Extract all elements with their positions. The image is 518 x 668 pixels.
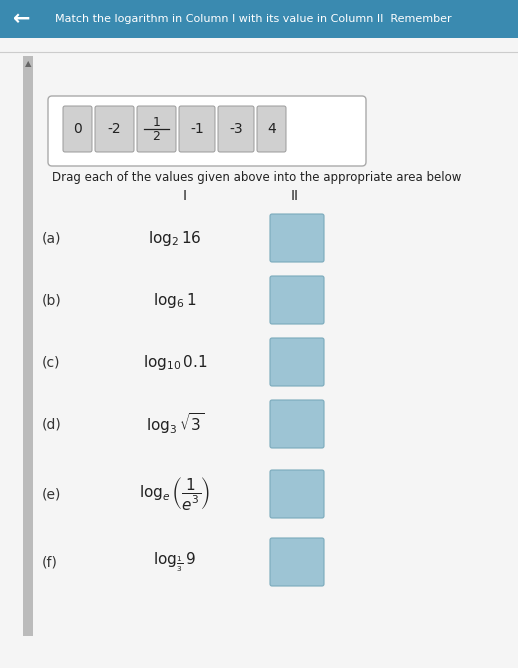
Text: 2: 2 xyxy=(153,130,161,144)
FancyBboxPatch shape xyxy=(48,96,366,166)
Bar xyxy=(23,56,33,636)
Text: II: II xyxy=(291,189,299,203)
Text: (a): (a) xyxy=(42,231,62,245)
Text: (d): (d) xyxy=(42,417,62,431)
Text: -1: -1 xyxy=(190,122,204,136)
Text: -3: -3 xyxy=(229,122,243,136)
Text: 1: 1 xyxy=(153,116,161,128)
Text: $\log_{3}\sqrt{3}$: $\log_{3}\sqrt{3}$ xyxy=(146,411,204,436)
Text: (f): (f) xyxy=(42,555,58,569)
Text: -2: -2 xyxy=(108,122,121,136)
Text: Drag each of the values given above into the appropriate area below: Drag each of the values given above into… xyxy=(52,172,462,184)
Bar xyxy=(0,0,518,38)
FancyBboxPatch shape xyxy=(270,338,324,386)
Text: $\log_{10}0.1$: $\log_{10}0.1$ xyxy=(142,353,207,371)
Text: 4: 4 xyxy=(267,122,276,136)
Text: (c): (c) xyxy=(42,355,61,369)
FancyBboxPatch shape xyxy=(137,106,176,152)
Text: Match the logarithm in Column I with its value in Column II  Remember: Match the logarithm in Column I with its… xyxy=(55,14,452,24)
Text: $\log_{6}1$: $\log_{6}1$ xyxy=(153,291,197,309)
Text: $\log_{\frac{1}{3}}9$: $\log_{\frac{1}{3}}9$ xyxy=(153,550,196,574)
Text: ←: ← xyxy=(13,9,31,29)
Text: ▲: ▲ xyxy=(25,59,31,69)
FancyBboxPatch shape xyxy=(270,538,324,586)
FancyBboxPatch shape xyxy=(270,276,324,324)
FancyBboxPatch shape xyxy=(270,470,324,518)
FancyBboxPatch shape xyxy=(63,106,92,152)
Text: (b): (b) xyxy=(42,293,62,307)
Text: $\log_{2}16$: $\log_{2}16$ xyxy=(148,228,202,248)
FancyBboxPatch shape xyxy=(179,106,215,152)
FancyBboxPatch shape xyxy=(270,400,324,448)
Text: 0: 0 xyxy=(73,122,82,136)
FancyBboxPatch shape xyxy=(270,214,324,262)
Text: $\log_{e}\left(\dfrac{1}{e^{3}}\right)$: $\log_{e}\left(\dfrac{1}{e^{3}}\right)$ xyxy=(139,476,211,512)
Text: (e): (e) xyxy=(42,487,61,501)
Text: I: I xyxy=(183,189,187,203)
FancyBboxPatch shape xyxy=(218,106,254,152)
FancyBboxPatch shape xyxy=(95,106,134,152)
FancyBboxPatch shape xyxy=(257,106,286,152)
